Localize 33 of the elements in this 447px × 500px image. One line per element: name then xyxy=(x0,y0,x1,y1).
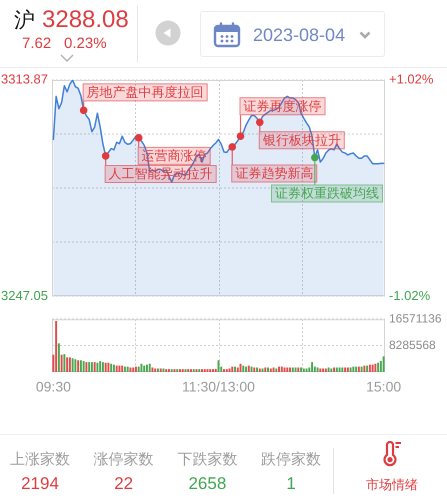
annotation: 房地产盘中再度拉回 xyxy=(86,84,204,100)
y2-tick-label: 16571136 xyxy=(389,312,442,326)
point xyxy=(102,152,110,160)
text: 2658 xyxy=(188,474,226,493)
text: 跌停家数 xyxy=(261,451,322,468)
date-field: 2023-08-04 xyxy=(200,11,385,57)
annotation: 证券权重跌破均线 xyxy=(275,186,379,201)
text: 2194 xyxy=(21,474,59,493)
point xyxy=(228,143,236,151)
text: 下跌家数 xyxy=(177,451,238,468)
text: 0.23% xyxy=(64,35,107,52)
text: 上涨家数 xyxy=(10,451,70,468)
point xyxy=(80,106,88,114)
text: 7.62 xyxy=(22,35,52,52)
point xyxy=(311,154,319,162)
text: 涨停家数 xyxy=(94,451,154,468)
point xyxy=(134,134,142,142)
x-tick-label: 09:30 xyxy=(36,378,72,394)
y2-tick-label: 8285568 xyxy=(389,338,436,352)
text: 1 xyxy=(286,474,296,493)
point xyxy=(256,118,264,126)
text: 沪 xyxy=(14,9,35,32)
text: 市场情绪 xyxy=(366,477,418,492)
y2-tick-label: +1.02% xyxy=(389,72,434,87)
y-tick-label: 3247.05 xyxy=(1,288,48,303)
x-tick-label: 11:30/13:00 xyxy=(182,378,256,394)
text: 3288.08 xyxy=(42,6,129,33)
annotation: 证券趋势新高 xyxy=(235,166,314,181)
x-tick-label: 15:00 xyxy=(366,378,402,394)
y-tick-label: 3313.87 xyxy=(1,72,48,87)
text: 22 xyxy=(114,474,134,493)
point xyxy=(236,132,244,140)
y2-tick-label: -1.02% xyxy=(389,288,431,303)
